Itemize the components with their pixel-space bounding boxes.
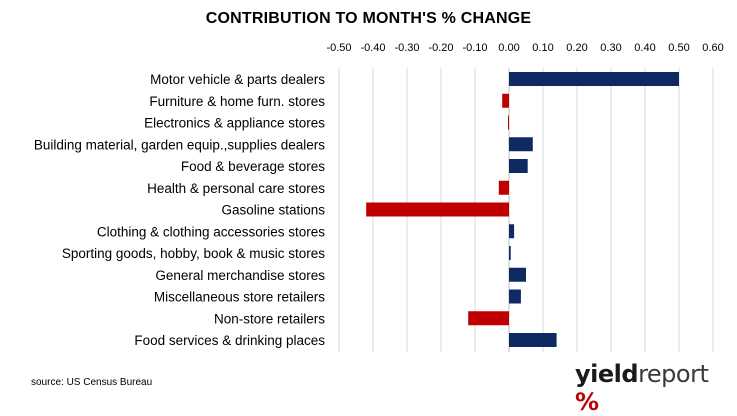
bar xyxy=(507,115,509,130)
category-label: Food services & drinking places xyxy=(134,333,325,348)
category-label: Gasoline stations xyxy=(221,203,325,218)
category-labels: Motor vehicle & parts dealers Furniture &… xyxy=(34,72,325,348)
bar xyxy=(509,267,526,282)
bar xyxy=(502,93,509,108)
bar xyxy=(509,289,521,304)
category-label: Electronics & appliance stores xyxy=(144,116,325,131)
category-label: Food & beverage stores xyxy=(181,159,325,174)
category-label: Sporting goods, hobby, book & music stor… xyxy=(62,246,325,261)
bar xyxy=(366,202,509,217)
bar xyxy=(509,246,511,260)
x-tick-label: 0.50 xyxy=(668,42,689,54)
category-label: Miscellaneous store retailers xyxy=(154,290,325,305)
chart-title: CONTRIBUTION TO MONTH'S % CHANGE xyxy=(205,10,532,27)
bar xyxy=(509,72,679,86)
x-tick-label: -0.10 xyxy=(462,42,487,54)
bar xyxy=(509,224,515,239)
yieldreport-logo: yieldreport % xyxy=(575,360,709,416)
category-label: Motor vehicle & parts dealers xyxy=(150,72,325,87)
x-tick-label: 0.00 xyxy=(498,42,519,54)
x-tick-label: -0.40 xyxy=(360,42,385,54)
bar xyxy=(509,159,528,173)
bars xyxy=(366,72,679,347)
x-tick-label: 0.40 xyxy=(634,42,655,54)
category-label: Building material, garden equip.,supplie… xyxy=(34,137,325,152)
bar xyxy=(509,137,533,152)
category-label: Clothing & clothing accessories stores xyxy=(97,224,325,239)
x-tick-label: -0.50 xyxy=(326,42,351,54)
x-tick-label: 0.30 xyxy=(600,42,621,54)
x-tick-label: 0.10 xyxy=(532,42,553,54)
bar xyxy=(509,333,557,347)
category-label: Health & personal care stores xyxy=(147,181,325,196)
source-note: source: US Census Bureau xyxy=(31,377,153,388)
bar xyxy=(498,180,509,195)
x-tick-label: -0.20 xyxy=(428,42,453,54)
x-tick-label: -0.30 xyxy=(394,42,419,54)
category-label: Non-store retailers xyxy=(214,311,325,326)
category-label: Furniture & home furn. stores xyxy=(149,94,325,109)
x-tick-label: 0.20 xyxy=(566,42,587,54)
bar-chart: -0.50 -0.40 -0.30 -0.20 -0.10 0.00 0.10 0.20 0.3… xyxy=(34,42,724,352)
x-axis-ticks: -0.50 -0.40 -0.30 -0.20 -0.10 0.00 0.10 0.20 0.3… xyxy=(326,42,723,54)
category-label: General merchandise stores xyxy=(155,268,325,283)
x-tick-label: 0.60 xyxy=(702,42,723,54)
bar xyxy=(468,311,509,326)
